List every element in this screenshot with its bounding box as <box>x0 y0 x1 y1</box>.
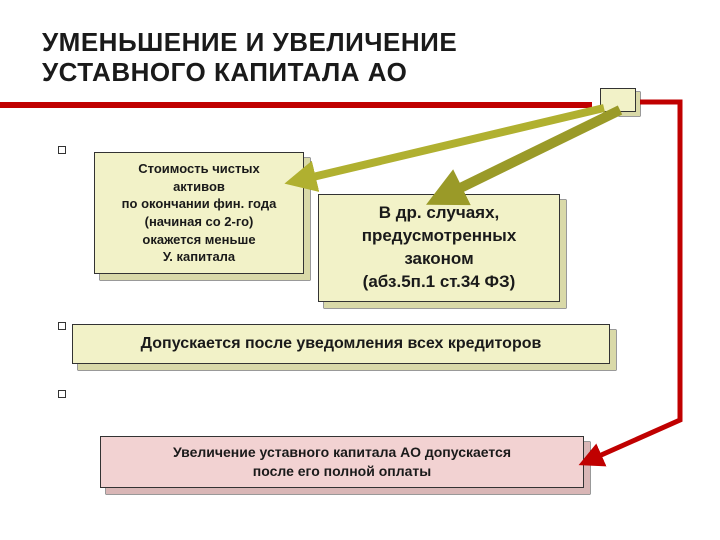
arrow-olive-right <box>444 110 620 196</box>
title-line2: УСТАВНОГО КАПИТАЛА АО <box>42 57 407 87</box>
box-other-cases-text: В др. случаях,предусмотренныхзаконом(абз… <box>362 202 517 294</box>
box-other-cases: В др. случаях,предусмотренныхзаконом(абз… <box>318 194 560 302</box>
box-creditors-notice: Допускается после уведомления всех креди… <box>72 324 610 364</box>
title-underline <box>0 102 592 108</box>
bullet-marker <box>58 390 66 398</box>
bullet-marker <box>58 322 66 330</box>
title-line1: УМЕНЬШЕНИЕ И УВЕЛИЧЕНИЕ <box>42 27 457 57</box>
box-creditors-text: Допускается после уведомления всех креди… <box>141 333 542 355</box>
arrow-red-path <box>590 102 680 460</box>
box-net-assets-text: Стоимость чистыхактивовпо окончании фин.… <box>122 160 277 265</box>
corner-source-box <box>600 88 636 112</box>
slide-title: УМЕНЬШЕНИЕ И УВЕЛИЧЕНИЕ УСТАВНОГО КАПИТА… <box>42 28 457 88</box>
bullet-marker <box>58 146 66 154</box>
box-net-assets: Стоимость чистыхактивовпо окончании фин.… <box>94 152 304 274</box>
arrow-olive-left <box>300 108 604 180</box>
box-increase-text: Увеличение уставного капитала АО допуска… <box>173 443 511 481</box>
box-increase-allowed: Увеличение уставного капитала АО допуска… <box>100 436 584 488</box>
